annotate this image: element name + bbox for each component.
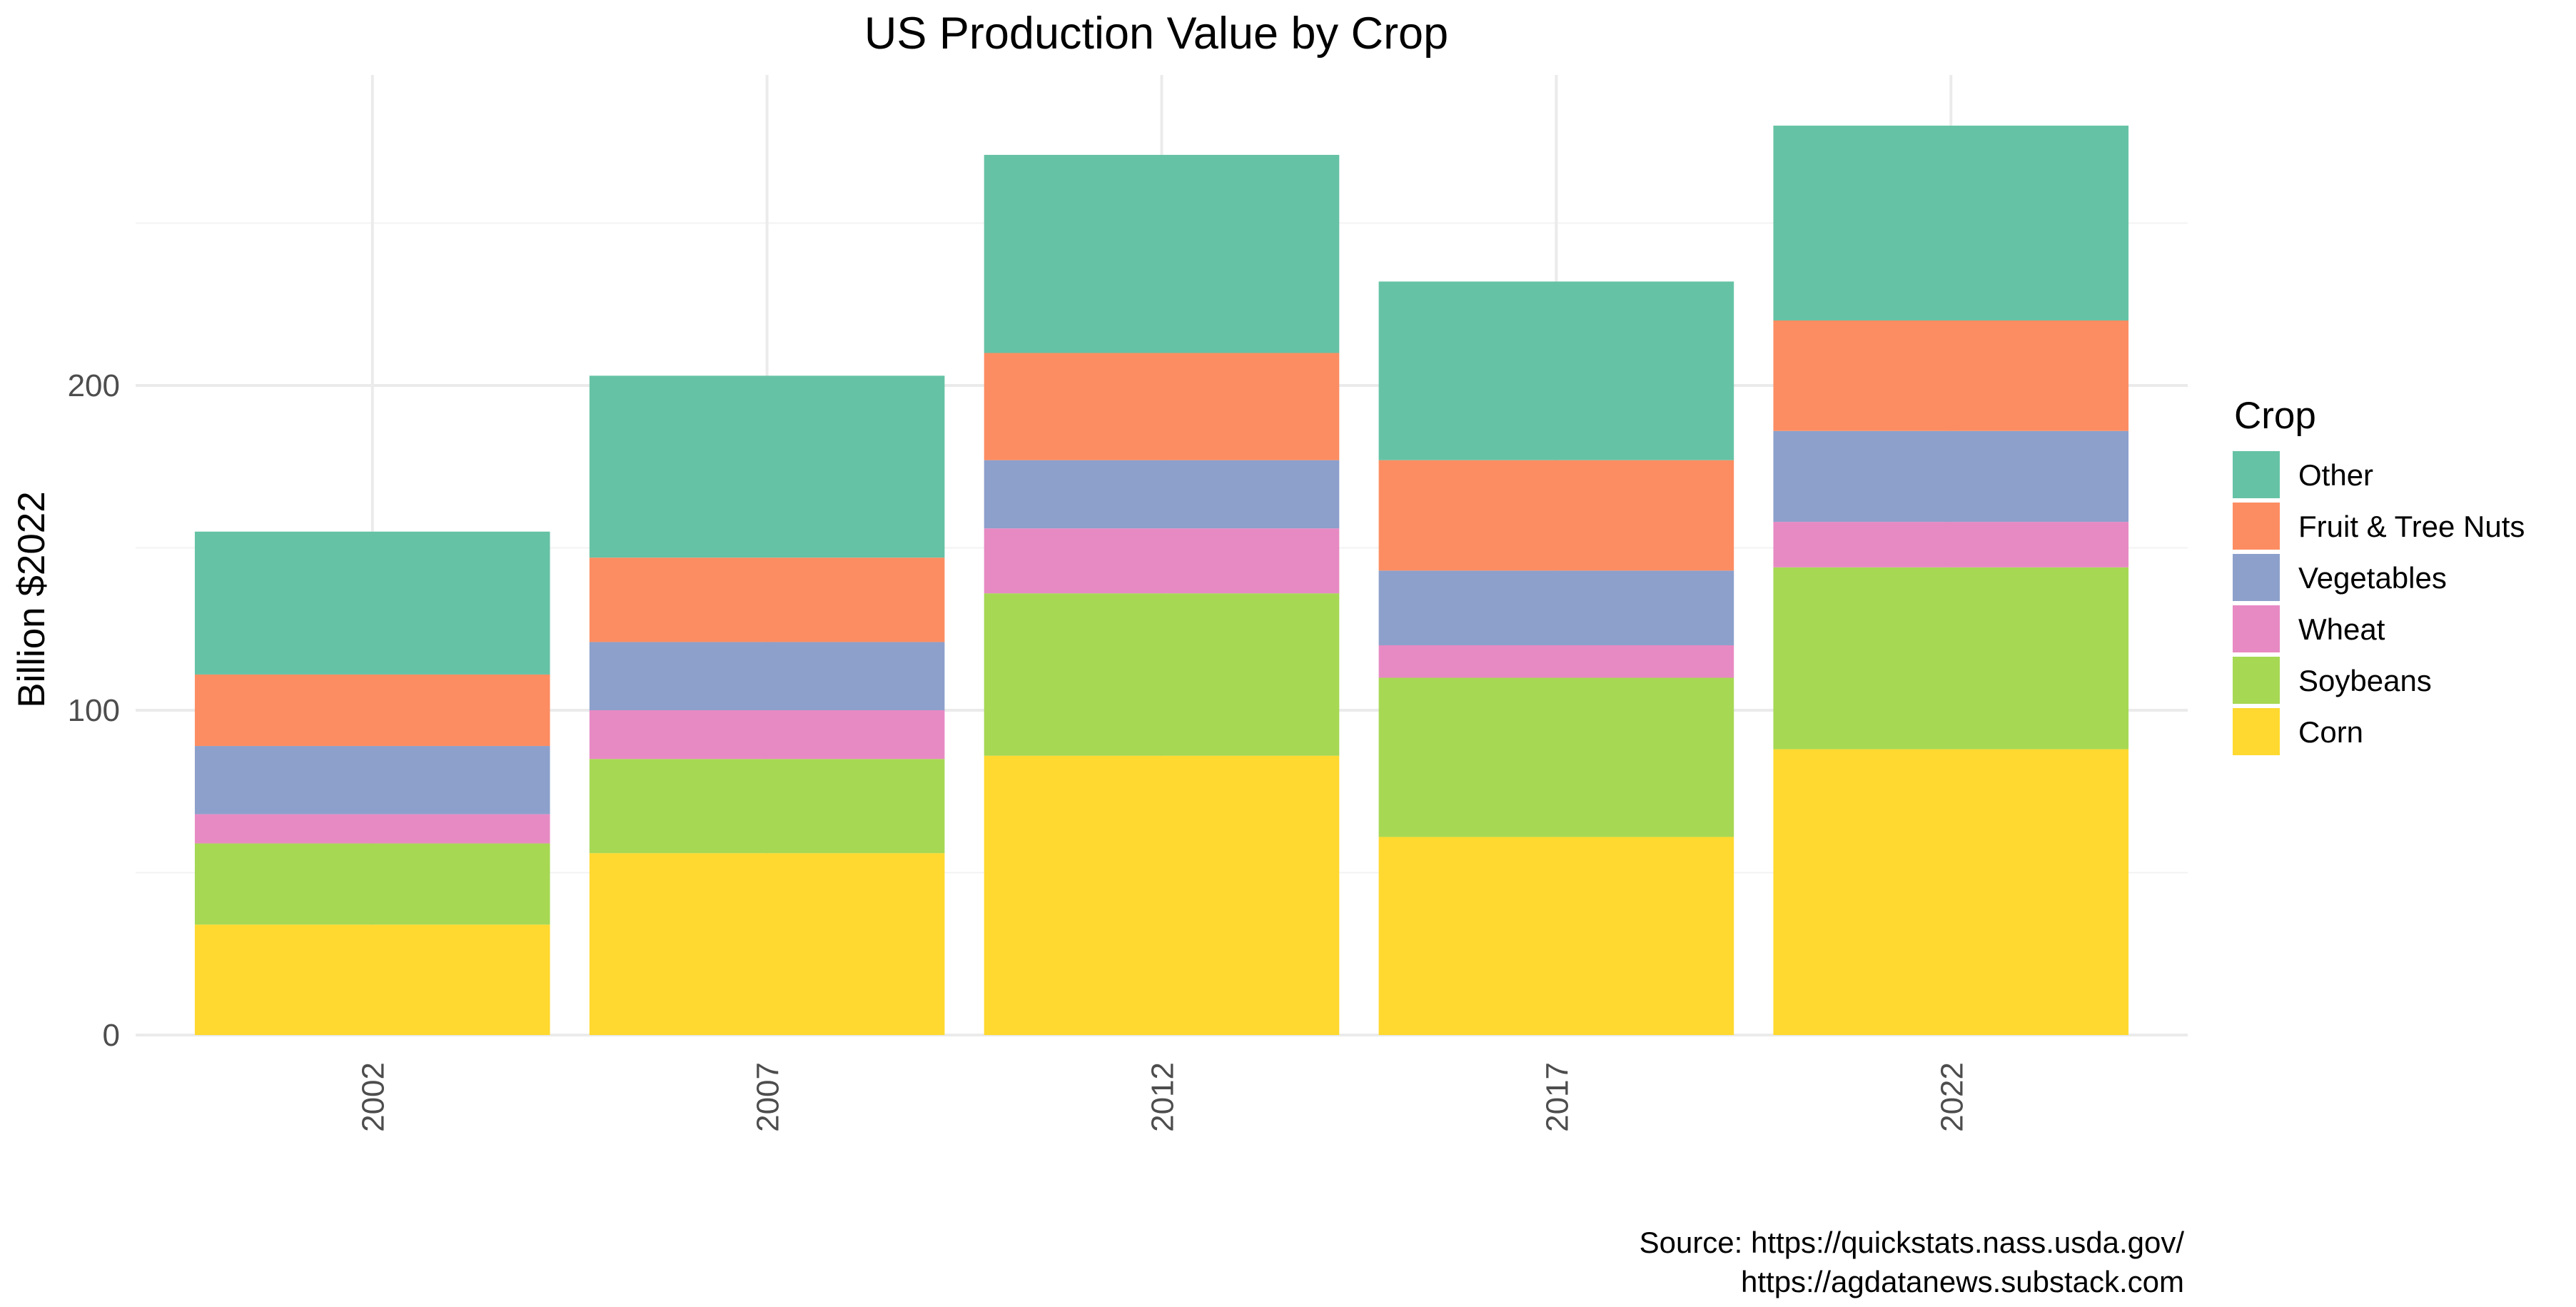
caption-source: Source: https://quickstats.nass.usda.gov… (1640, 1226, 2185, 1259)
legend-key-wheat (2233, 605, 2280, 652)
chart-title: US Production Value by Crop (864, 9, 1448, 59)
x-axis: 2002 2007 2012 2017 2022 (356, 1062, 1970, 1132)
y-tick-label: 100 (68, 693, 120, 728)
legend-label-vegetables: Vegetables (2298, 561, 2447, 595)
bar-segment-fruit-tree-nuts-2017 (1378, 460, 1734, 571)
bar-segment-other-2012 (984, 154, 1340, 353)
x-tick-label: 2022 (1934, 1062, 1969, 1132)
bar-segment-soybeans-2002 (194, 843, 550, 925)
bar-segment-wheat-2012 (984, 528, 1340, 594)
legend-title: Crop (2234, 395, 2316, 437)
legend-key-soybeans (2233, 657, 2280, 704)
bar-segment-wheat-2002 (194, 814, 550, 844)
legend-label-soybeans: Soybeans (2298, 664, 2432, 697)
bar-segment-vegetables-2002 (194, 746, 550, 814)
bar-segment-other-2017 (1378, 281, 1734, 460)
y-axis: 0 100 200 (68, 368, 120, 1053)
y-tick-label: 200 (68, 368, 120, 403)
bar-segment-fruit-tree-nuts-2022 (1773, 321, 2129, 431)
bar-segment-soybeans-2017 (1378, 677, 1734, 837)
y-tick-label: 0 (103, 1018, 120, 1053)
legend-key-other (2233, 451, 2280, 498)
bar-segment-soybeans-2012 (984, 593, 1340, 756)
legend: Crop Other Fruit & Tree Nuts Vegetables Whe… (2233, 395, 2525, 755)
bar-segment-soybeans-2022 (1773, 567, 2129, 750)
bar-segment-corn-2002 (194, 924, 550, 1035)
y-axis-title: Billion $2022 (11, 491, 53, 708)
x-tick-label: 2002 (356, 1062, 391, 1132)
legend-label-corn: Corn (2298, 715, 2363, 749)
bar-segment-wheat-2017 (1378, 645, 1734, 678)
caption-website: https://agdatanews.substack.com (1741, 1265, 2184, 1298)
x-tick-label: 2007 (751, 1062, 786, 1132)
bar-stacks (194, 126, 2129, 1035)
x-tick-label: 2012 (1146, 1062, 1181, 1132)
bar-segment-corn-2012 (984, 755, 1340, 1035)
legend-key-vegetables (2233, 554, 2280, 601)
bar-segment-corn-2017 (1378, 837, 1734, 1035)
bar-segment-fruit-tree-nuts-2007 (589, 557, 945, 642)
bar-segment-corn-2022 (1773, 749, 2129, 1035)
bar-segment-other-2007 (589, 375, 945, 558)
legend-label-fruit-tree-nuts: Fruit & Tree Nuts (2298, 510, 2525, 543)
legend-label-other: Other (2298, 458, 2373, 492)
legend-key-fruit-tree-nuts (2233, 503, 2280, 550)
bar-segment-fruit-tree-nuts-2002 (194, 674, 550, 747)
bar-segment-vegetables-2017 (1378, 570, 1734, 645)
bar-segment-corn-2007 (589, 853, 945, 1035)
x-tick-label: 2017 (1540, 1062, 1575, 1132)
bar-segment-other-2022 (1773, 126, 2129, 321)
bar-segment-vegetables-2022 (1773, 430, 2129, 523)
bar-segment-vegetables-2007 (589, 642, 945, 710)
bar-segment-wheat-2007 (589, 710, 945, 760)
bar-segment-fruit-tree-nuts-2012 (984, 353, 1340, 460)
bar-segment-wheat-2022 (1773, 522, 2129, 567)
legend-key-corn (2233, 708, 2280, 755)
bar-segment-other-2002 (194, 531, 550, 675)
legend-label-wheat: Wheat (2298, 612, 2385, 646)
bar-segment-soybeans-2007 (589, 759, 945, 854)
bar-segment-vegetables-2012 (984, 460, 1340, 529)
